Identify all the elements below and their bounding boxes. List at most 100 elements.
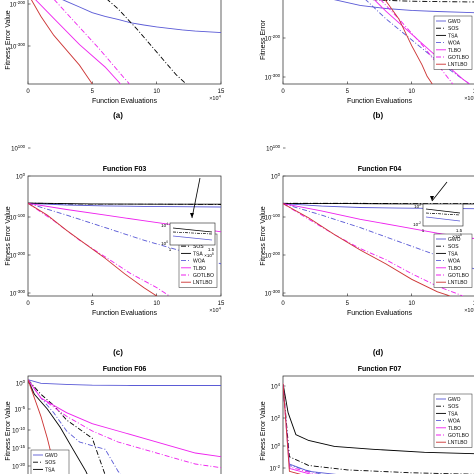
legend-label: TSA xyxy=(448,251,458,257)
series-group xyxy=(334,0,474,84)
x-tick-label: 15 xyxy=(218,301,225,307)
inset-y-tick-label: 10-2 xyxy=(413,221,421,227)
y-axis-label: Fitness Error Value xyxy=(260,401,267,460)
series-line-woa xyxy=(28,202,221,265)
legend-label: TSA xyxy=(193,251,203,257)
y-axis-label: Fitness Error Value xyxy=(260,206,267,265)
legend-label: SOS xyxy=(448,26,459,32)
legend-label: GOTLBO xyxy=(448,273,469,279)
y-tick-label: 10-100 xyxy=(10,213,26,222)
series-line-woa xyxy=(365,0,470,84)
legend-label: GOTLBO xyxy=(448,433,469,439)
legend-label: GWO xyxy=(448,237,461,243)
x-tick-label: 0 xyxy=(26,89,30,95)
legend-label: LNTLBO xyxy=(448,280,468,286)
x-tick-label: 10 xyxy=(153,301,160,307)
x-tick-label: 10 xyxy=(153,89,160,95)
x-tick-label: 0 xyxy=(281,89,285,95)
y-tick-label: 10-15 xyxy=(12,444,26,453)
y-axis-label: Fitness Error Value xyxy=(5,10,12,69)
series-line-lntlbo xyxy=(28,202,157,296)
legend-label: SOS xyxy=(448,404,459,410)
legend-label: GOTLBO xyxy=(448,55,469,61)
x-tick-label: 5 xyxy=(91,301,95,307)
series-line-gwo xyxy=(62,0,221,34)
series-line-tsa xyxy=(283,383,474,455)
inset-line-sos xyxy=(172,231,213,235)
panel-caption: (d) xyxy=(373,348,384,357)
y-tick-label: 102 xyxy=(271,414,281,423)
inset-x-tick-label: 1.5 xyxy=(456,228,463,233)
inset-y-tick-label: 102 xyxy=(414,203,421,209)
legend-label: GWO xyxy=(448,19,461,25)
legend-label: SOS xyxy=(193,244,204,250)
inset-x-tick-label: 1 xyxy=(422,228,425,233)
zoom-arrow-head xyxy=(430,196,434,201)
y-tick-label: 104 xyxy=(271,382,281,391)
series-line-tlbo xyxy=(35,0,121,84)
chart-title: Function F04 xyxy=(358,166,402,173)
legend-label: WOA xyxy=(448,419,461,425)
y-tick-label: 10-200 xyxy=(10,0,26,8)
y-tick-label: 10-100 xyxy=(265,213,281,222)
legend-label: TLBO xyxy=(448,266,461,272)
inset-y-tick-label: 100 xyxy=(161,240,168,246)
legend-label: TSA xyxy=(45,467,55,473)
y-tick-label: 10-300 xyxy=(265,73,281,82)
inset-line-tsa xyxy=(172,227,213,233)
zoom-arrow-line xyxy=(191,177,201,219)
legend-label: TSA xyxy=(448,411,458,417)
legend-label: GWO xyxy=(448,397,461,403)
y-tick-label: 10-10 xyxy=(12,426,26,435)
series-line-lntlbo xyxy=(384,0,433,84)
legend-label: WOA xyxy=(448,259,461,265)
y-tick-label: 10100 xyxy=(266,144,280,153)
legend-label: SOS xyxy=(45,460,56,466)
series-line-gwo xyxy=(28,202,221,208)
legend-label: TLBO xyxy=(193,266,206,272)
inset-x-multiplier: ×105 xyxy=(452,233,462,239)
x-tick-label: 15 xyxy=(473,301,474,307)
x-tick-label: 15 xyxy=(218,89,225,95)
inset-frame xyxy=(169,222,216,246)
chart-panel-a: Fitness Error Value 10-200 10-300 0 5 10 15 Fun… xyxy=(5,0,225,120)
series-line-lntlbo xyxy=(283,383,301,474)
y-tick-label: 10-300 xyxy=(265,289,281,298)
series-line-gotlbo xyxy=(28,379,221,469)
series-line-lntlbo xyxy=(283,203,451,296)
x-axis-label: Function Evaluations xyxy=(347,98,412,105)
y-tick-label: 10-20 xyxy=(12,462,26,471)
zoom-arrow-line xyxy=(431,181,448,202)
legend-label: TLBO xyxy=(448,426,461,432)
inset-line-sos xyxy=(425,212,461,216)
legend-label: WOA xyxy=(193,259,206,265)
y-tick-label: 10100 xyxy=(11,144,25,153)
inset-line-tsa xyxy=(425,208,461,214)
legend-label: LNTLBO xyxy=(448,440,468,446)
y-tick-label: 100 xyxy=(16,172,26,181)
series-line-gotlbo xyxy=(380,0,454,84)
legend-label: TLBO xyxy=(448,48,461,54)
x-tick-label: 10 xyxy=(408,89,415,95)
inset-x-tick-label: 1.5 xyxy=(208,247,215,252)
x-tick-label: 5 xyxy=(346,89,350,95)
series-group xyxy=(283,202,474,296)
panel-caption: (c) xyxy=(113,348,123,357)
plot-frame xyxy=(27,0,222,85)
series-line-woa xyxy=(283,203,474,270)
zoom-arrow-head xyxy=(190,213,194,218)
y-tick-label: 10-300 xyxy=(10,289,26,298)
chart-title: Function F03 xyxy=(103,166,147,173)
x-tick-label: 5 xyxy=(91,89,95,95)
y-tick-label: 10-200 xyxy=(265,251,281,260)
y-tick-label: 100 xyxy=(271,442,281,451)
series-line-tsa xyxy=(28,379,88,474)
x-tick-label: 15 xyxy=(473,89,474,95)
y-tick-label: 10-300 xyxy=(10,42,26,51)
x-tick-label: 5 xyxy=(346,301,350,307)
y-tick-label: 100 xyxy=(271,172,281,181)
panel-caption: (a) xyxy=(113,111,123,120)
legend-label: LNTLBO xyxy=(193,280,213,286)
